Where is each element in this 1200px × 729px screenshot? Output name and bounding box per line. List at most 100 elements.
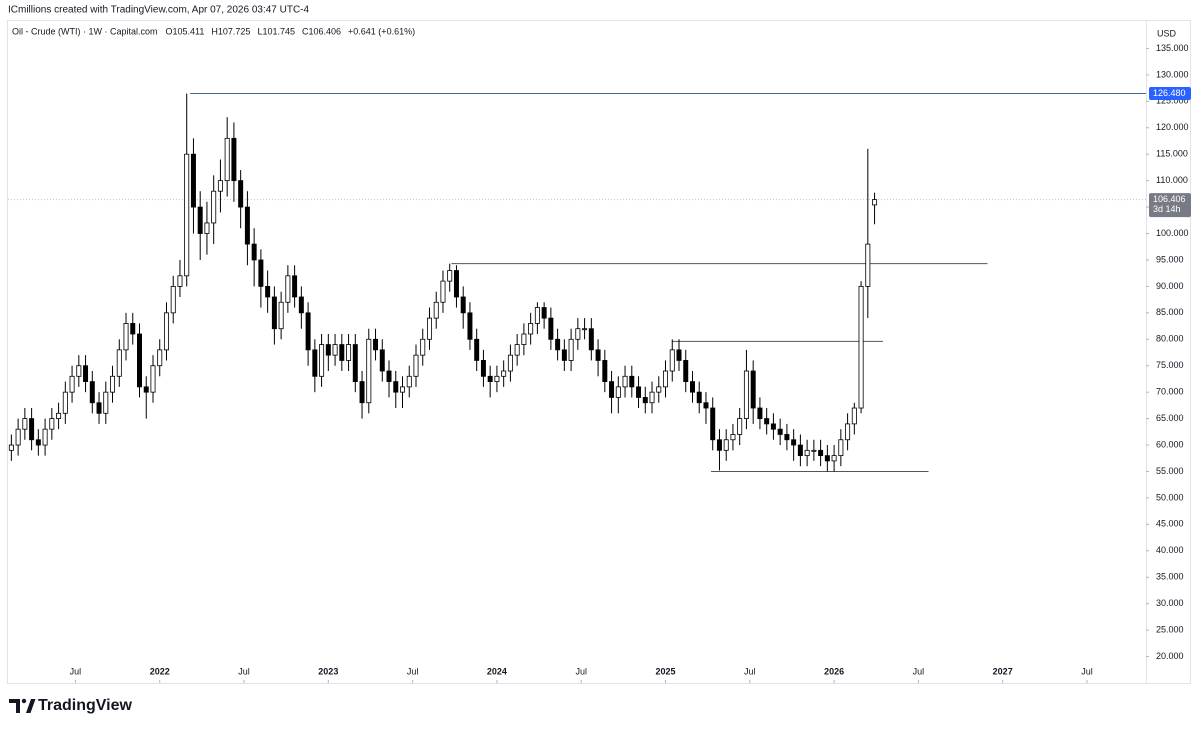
y-tick-label: 95.000 [1156, 254, 1184, 264]
candle-body [784, 434, 790, 441]
legend-value: O105.411 [166, 26, 205, 36]
candle-body [217, 180, 223, 192]
y-tick-label: 45.000 [1156, 519, 1184, 529]
candle-body [851, 407, 857, 425]
candle-body [818, 449, 824, 457]
chart-frame [7, 20, 1191, 684]
candle-body [76, 365, 82, 377]
candle-body [561, 349, 567, 361]
candle-body [811, 449, 817, 452]
x-tick-label: Jul [744, 666, 756, 676]
level-label: 126.480 [1153, 88, 1186, 98]
x-tick-label: 2026 [824, 666, 844, 676]
candle-body [791, 439, 797, 446]
symbol-title: Oil - Crude (WTI) · 1W · Capital.com [12, 26, 158, 36]
candle-body [278, 301, 284, 330]
candle-body [710, 407, 716, 441]
y-tick-label: 130.000 [1156, 69, 1189, 79]
candle-body [872, 199, 878, 206]
candle-body [555, 338, 561, 351]
candle-body [541, 307, 547, 319]
candle-body [325, 344, 331, 356]
candle-body [116, 349, 122, 377]
candle-body [804, 449, 810, 457]
y-tick-label: 110.000 [1156, 175, 1188, 185]
candle-body [339, 344, 345, 361]
candle-body [636, 386, 642, 398]
candle-body [366, 338, 372, 404]
candle-body [501, 370, 507, 377]
candle-body [858, 285, 864, 409]
brand-logo: TradingView [9, 697, 133, 714]
x-tick-label: Jul [238, 666, 250, 676]
candle-body [8, 444, 14, 451]
candle-body [642, 397, 648, 404]
legend-value: L101.745 [257, 26, 295, 36]
candle-body [487, 375, 493, 382]
candle-body [737, 418, 743, 435]
candle-body [197, 206, 203, 234]
candle-body [453, 270, 459, 298]
candle-body [757, 407, 763, 419]
candle-body [568, 338, 574, 361]
y-tick-label: 115.000 [1156, 149, 1188, 159]
candle-body [265, 285, 271, 298]
candle-body [83, 365, 89, 382]
candle-body [474, 338, 480, 361]
y-tick-label: 50.000 [1156, 492, 1184, 502]
candle-body [400, 386, 405, 393]
y-tick-label: 65.000 [1156, 413, 1184, 423]
x-tick-label: 2027 [993, 666, 1013, 676]
x-tick-label: 2023 [318, 666, 338, 676]
candle-body [224, 137, 230, 182]
candle-body [386, 370, 392, 382]
y-tick-label: 20.000 [1156, 651, 1184, 661]
candle-body [528, 323, 534, 335]
candle-body [622, 375, 628, 388]
candle-body [29, 418, 35, 441]
y-tick-label: 100.000 [1156, 228, 1189, 238]
candle-body [163, 312, 169, 351]
candle-body [137, 333, 142, 388]
logo-mark [9, 699, 20, 713]
candle-body [656, 386, 662, 393]
y-tick-label: 35.000 [1156, 572, 1184, 582]
candle-body [588, 328, 594, 351]
candle-body [69, 375, 75, 393]
candle-body [689, 381, 695, 393]
candle-body [312, 349, 318, 377]
candle-body [777, 428, 783, 435]
candle-body [305, 312, 311, 351]
candle-body [683, 360, 689, 382]
y-tick-label: 80.000 [1156, 334, 1184, 344]
x-tick-label: Jul [70, 666, 82, 676]
candle-body [676, 349, 682, 361]
plot: 20.000 25.000 30.000 35.000 40.000 45.000 50.0… [8, 43, 1191, 683]
candle-body [548, 317, 554, 340]
candle-body [177, 275, 183, 287]
candle-body [602, 360, 608, 382]
y-tick-label: 70.000 [1156, 387, 1184, 397]
candle-body [534, 307, 540, 324]
candle-body [184, 153, 190, 277]
candle-body [480, 360, 486, 377]
y-tick-label: 30.000 [1156, 598, 1184, 608]
candle-body [750, 370, 756, 409]
candle-body [824, 455, 830, 462]
candle-body [723, 439, 729, 451]
candle-body [271, 296, 277, 330]
candle-body [15, 428, 21, 446]
candle-body [352, 344, 358, 382]
candle-body [379, 349, 385, 372]
candle-body [649, 391, 655, 404]
x-tick-label: 2024 [487, 666, 507, 676]
candle-body [426, 317, 432, 340]
candle-body [211, 190, 217, 224]
logo-dot [21, 698, 27, 704]
candle-body [332, 344, 338, 356]
brand-name: TradingView [38, 697, 133, 714]
candle-body [770, 423, 776, 430]
candle-body [447, 270, 453, 282]
candle-body [143, 386, 149, 393]
candle-body [298, 296, 304, 314]
